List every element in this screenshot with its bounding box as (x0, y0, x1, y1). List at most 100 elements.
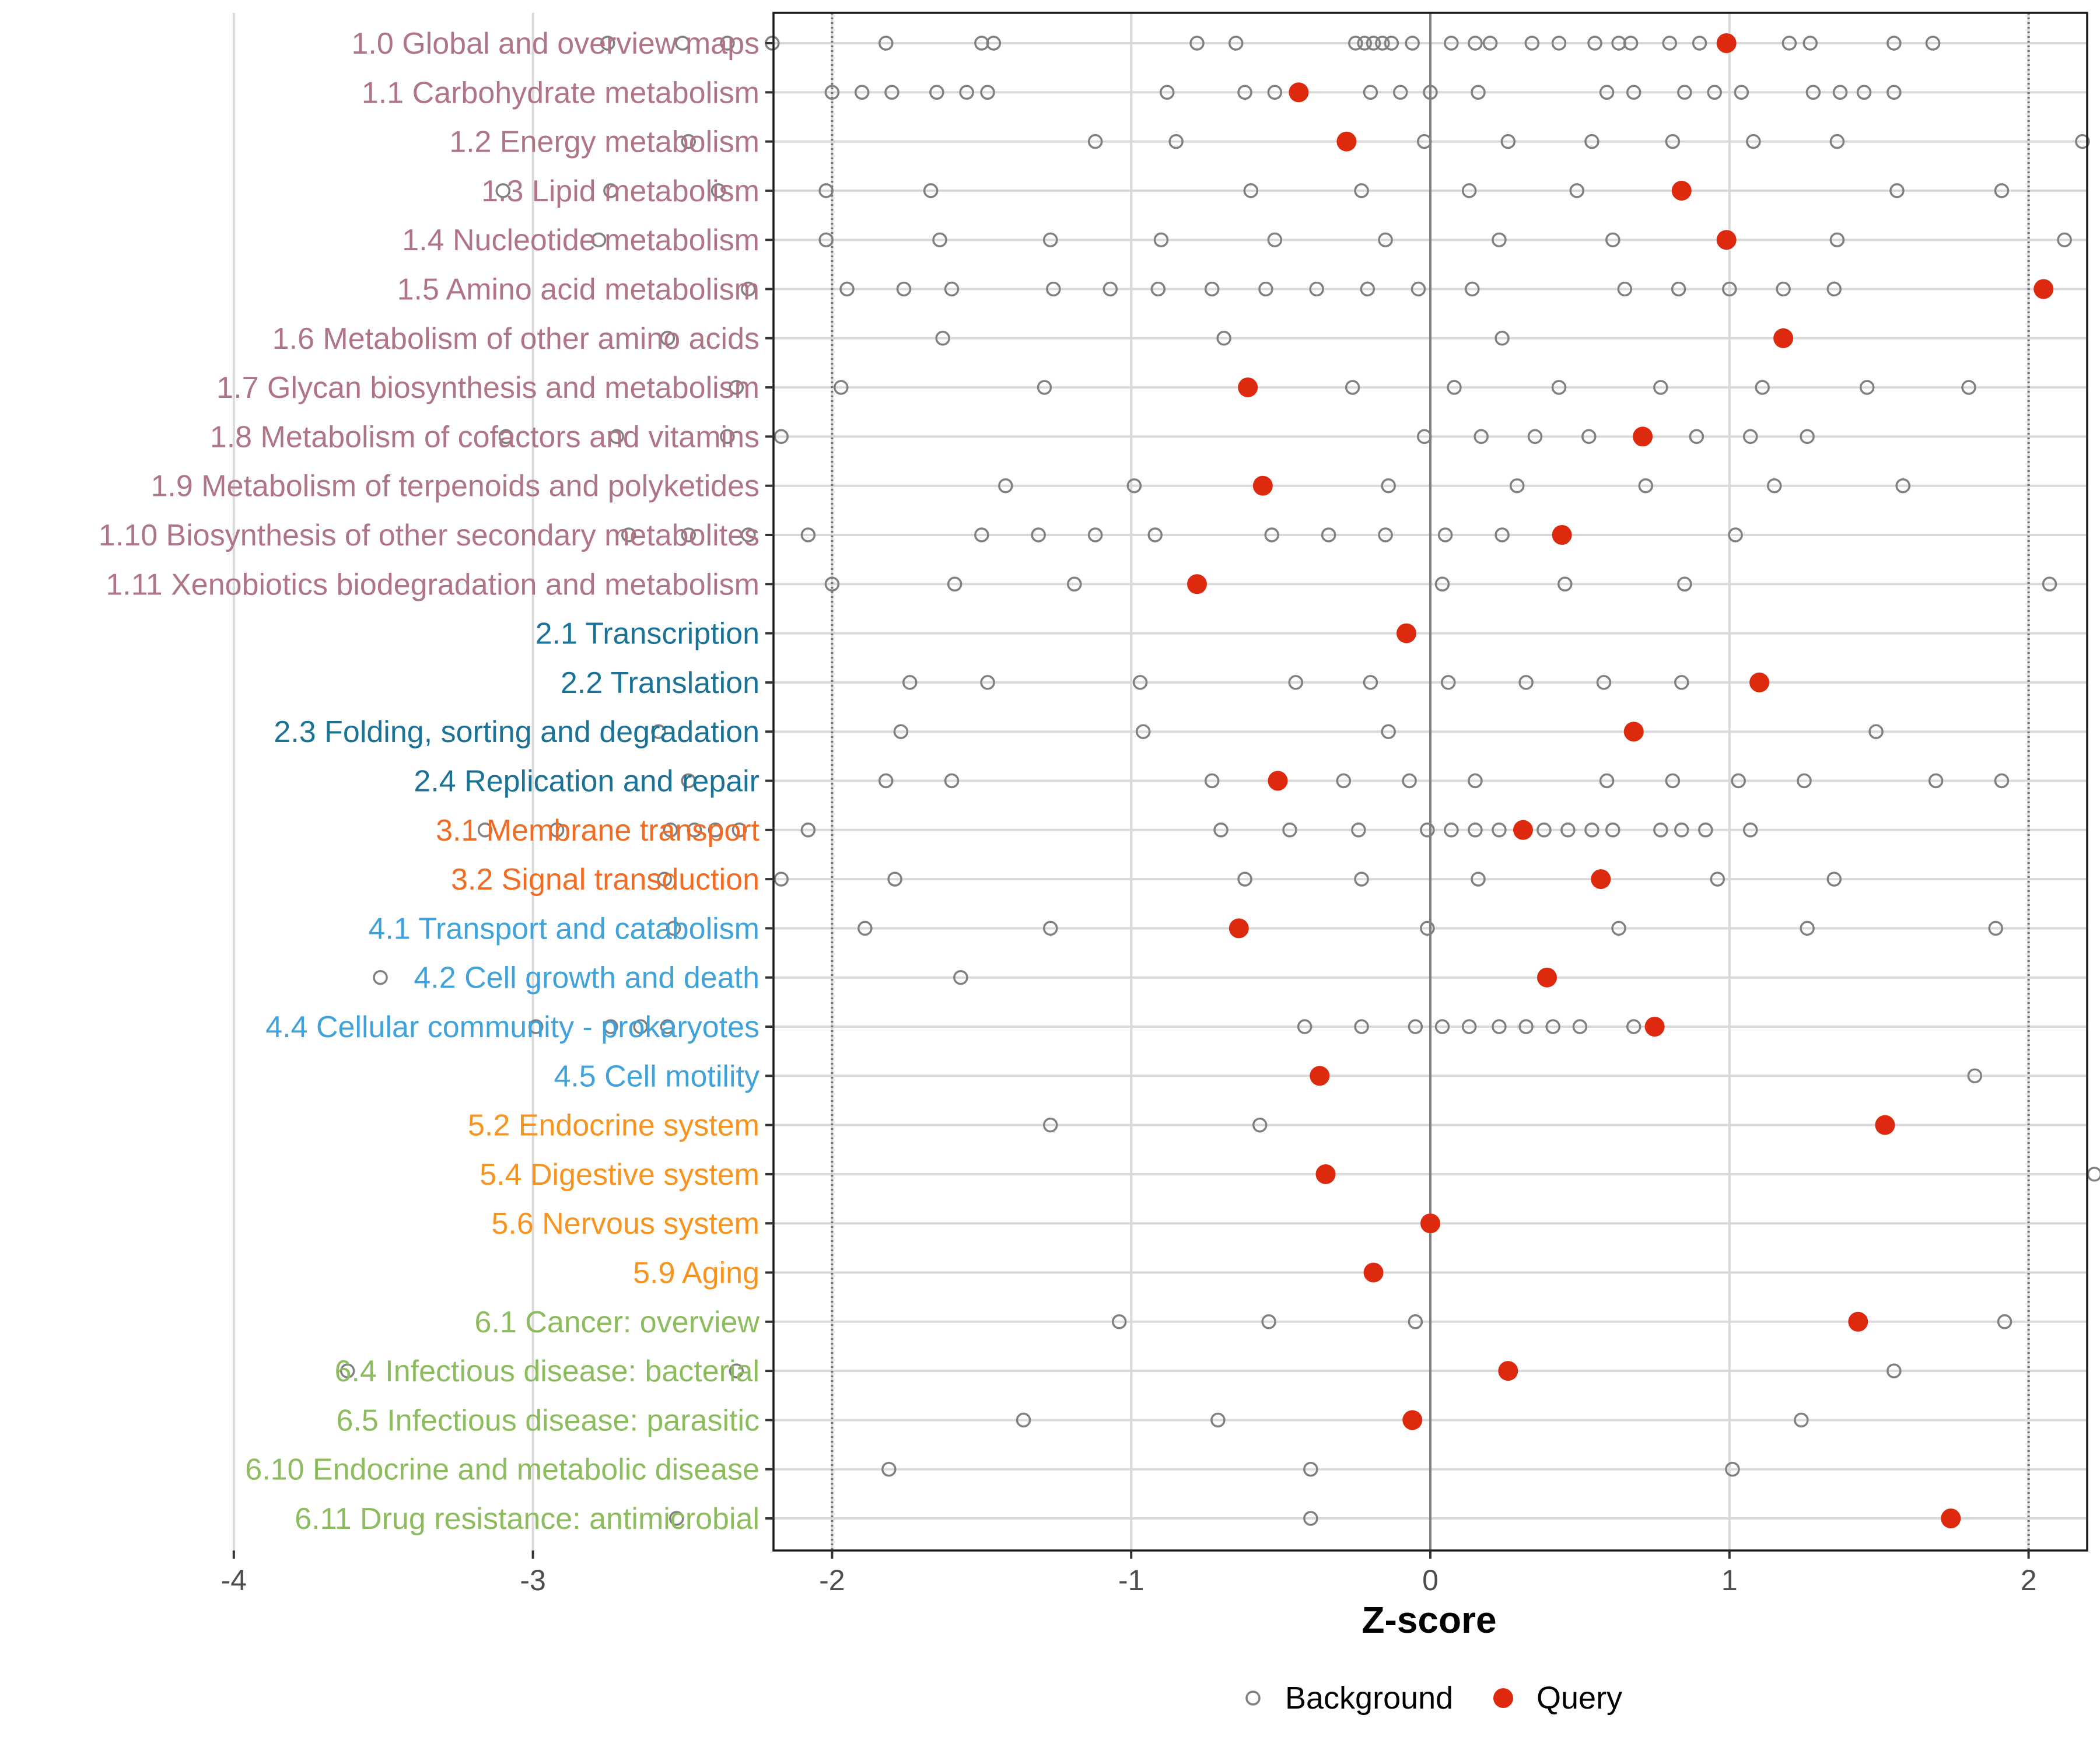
background-point (498, 429, 514, 444)
background-point (1354, 183, 1369, 198)
background-point (1016, 1412, 1031, 1428)
background-point (1997, 1314, 2013, 1329)
background-point (1416, 429, 1432, 444)
query-point (1289, 82, 1309, 103)
background-point (1617, 281, 1633, 297)
background-point (1461, 1019, 1477, 1034)
background-point (660, 331, 676, 346)
x-axis-title: Z-score (1362, 1599, 1496, 1641)
background-point (1829, 134, 1845, 149)
background-point (1354, 872, 1369, 887)
background-point (1111, 1314, 1127, 1329)
background-point (1662, 36, 1677, 51)
background-point (1132, 675, 1148, 690)
query-point (1315, 1164, 1336, 1184)
background-point (1405, 36, 1420, 51)
query-point (1848, 1311, 1868, 1332)
background-point (710, 183, 726, 198)
background-point (1746, 134, 1761, 149)
background-point (1665, 773, 1681, 789)
background-point (1569, 183, 1585, 198)
background-point (1527, 429, 1543, 444)
background-point (1366, 36, 1381, 51)
query-point (1420, 1213, 1440, 1234)
background-point (858, 921, 873, 936)
background-point (800, 527, 816, 542)
background-point (1832, 85, 1848, 100)
background-point (720, 36, 735, 51)
background-point (893, 724, 909, 739)
category-label: 3.2 Signal transduction (451, 863, 760, 897)
background-point (1468, 822, 1483, 838)
background-point (1264, 527, 1279, 542)
background-point (1204, 773, 1220, 789)
query-point (1336, 131, 1357, 152)
category-label: 1.4 Nucleotide metabolism (402, 223, 760, 257)
background-point (1492, 1019, 1507, 1034)
background-point (1468, 36, 1483, 51)
background-point (528, 1019, 544, 1034)
legend-query-marker (1493, 1688, 1513, 1708)
background-point (959, 85, 974, 100)
background-point (980, 675, 995, 690)
background-point (1551, 380, 1567, 395)
background-point (651, 724, 666, 739)
background-point (1037, 380, 1052, 395)
category-label: 4.4 Cellular community - prokaryotes (265, 1010, 760, 1044)
background-point (621, 527, 636, 542)
category-label: 2.2 Translation (561, 666, 760, 700)
background-point (1689, 429, 1704, 444)
background-point (824, 576, 840, 592)
background-point (1159, 85, 1175, 100)
background-point (2075, 134, 2090, 149)
background-point (1742, 822, 1758, 838)
x-tick-label: 2 (2021, 1564, 2037, 1597)
legend: Background Query (1245, 1681, 1622, 1716)
category-label: 4.1 Transport and catabolism (368, 912, 760, 946)
background-point (1303, 1511, 1318, 1526)
background-point (681, 527, 696, 542)
background-point (1150, 281, 1166, 297)
background-point (549, 822, 565, 838)
background-point (1434, 1019, 1450, 1034)
background-point (896, 281, 912, 297)
background-point (687, 822, 702, 838)
background-point (1868, 724, 1884, 739)
background-point (1345, 380, 1360, 395)
query-point (1513, 820, 1533, 840)
background-point (974, 527, 989, 542)
background-point (1518, 675, 1534, 690)
background-point (1776, 281, 1791, 297)
query-points (1187, 33, 2054, 1528)
query-point (1716, 33, 1737, 53)
category-label: 1.7 Glycan biosynthesis and metabolism (216, 371, 760, 405)
background-point (1410, 281, 1426, 297)
background-point (980, 85, 995, 100)
x-tick-label: -2 (819, 1564, 845, 1597)
background-point (1363, 675, 1378, 690)
category-label: 1.9 Metabolism of terpenoids and polyket… (150, 470, 760, 503)
background-point (1216, 331, 1231, 346)
background-point (1381, 724, 1396, 739)
background-point (1471, 85, 1486, 100)
query-point (1633, 426, 1653, 447)
background-point (1444, 36, 1459, 51)
background-point (1408, 1019, 1423, 1034)
background-point (1800, 921, 1815, 936)
background-point (1067, 576, 1082, 592)
background-point (1626, 1019, 1642, 1034)
background-point (986, 36, 1002, 51)
background-point (884, 85, 900, 100)
background-point (1267, 232, 1283, 247)
background-point (1509, 478, 1525, 494)
background-point (953, 970, 968, 985)
background-point (1402, 773, 1417, 789)
category-label: 5.9 Aging (633, 1256, 760, 1290)
background-point (1677, 85, 1692, 100)
background-point (1102, 281, 1118, 297)
background-point (1416, 134, 1432, 149)
background-point (668, 1511, 684, 1526)
background-point (1623, 36, 1639, 51)
background-point (1710, 872, 1726, 887)
